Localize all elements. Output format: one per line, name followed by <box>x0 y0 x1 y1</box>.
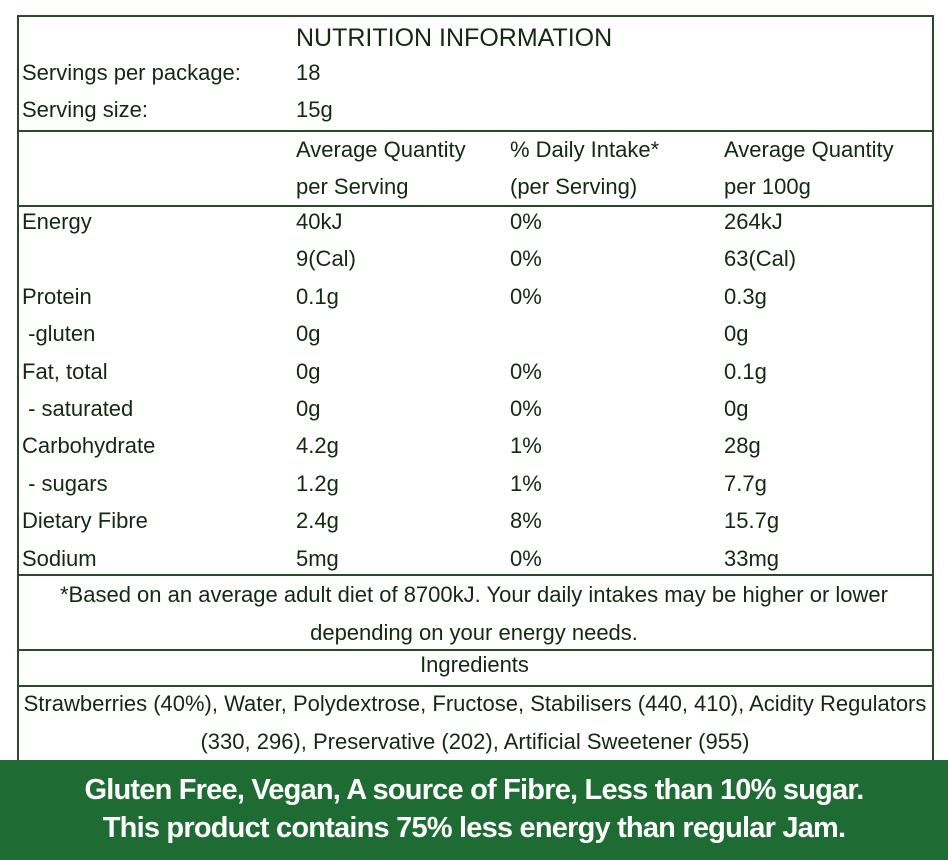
label: Servings per package: <box>22 60 241 85</box>
divider <box>17 685 932 687</box>
nutrient-value: 1% <box>510 433 542 459</box>
nutrient-value: 40kJ <box>296 209 343 234</box>
nutrient-value: 2.4g <box>296 508 339 534</box>
nutrient-label: Carbohydrate <box>22 433 156 459</box>
nutrient-value: 4.2g <box>296 433 339 459</box>
ingredients-heading: Ingredients <box>420 652 529 677</box>
title: NUTRITION INFORMATION <box>296 24 613 52</box>
nutrient-value: 28g <box>724 433 761 459</box>
column-header: per 100g <box>724 174 811 199</box>
divider <box>17 574 932 576</box>
nutrient-value: 33mg <box>724 545 780 571</box>
nutrient-value: 0% <box>510 209 542 234</box>
table-border <box>17 15 934 762</box>
ingredients-text: Strawberries (40%), Water, Polydextrose,… <box>23 691 927 754</box>
footnote: *Based on an average adult diet of 8700k… <box>60 582 888 645</box>
nutrient-value: 0g <box>296 321 321 347</box>
banner-line: Gluten Free, Vegan, A source of Fibre, L… <box>84 774 864 806</box>
nutrient-value: 0g <box>296 396 321 421</box>
nutrient-value: 9(Cal) <box>296 246 356 272</box>
column-header: per Serving <box>296 174 409 199</box>
nutrient-value: 264kJ <box>724 209 783 234</box>
nutrient-value: 0.1g <box>296 283 339 309</box>
nutrient-value: 1% <box>510 470 542 496</box>
nutrient-value: 8% <box>510 508 542 534</box>
banner: Gluten Free, Vegan, A source of Fibre, L… <box>0 760 948 860</box>
nutrient-value: 15.7g <box>724 508 780 534</box>
label: Serving size: <box>22 97 148 122</box>
nutrient-label: - sugars <box>22 470 108 496</box>
nutrient-value: 1.2g <box>296 470 339 496</box>
nutrient-value: 0g <box>296 358 321 384</box>
nutrient-label: - saturated <box>22 396 134 421</box>
column-header: Average Quantity <box>296 137 466 162</box>
nutrient-value: 0.1g <box>724 358 767 384</box>
nutrient-value: 0% <box>510 358 542 384</box>
nutrient-label: Energy <box>22 209 92 234</box>
nutrient-value: 0% <box>510 545 542 571</box>
nutrient-label: Sodium <box>22 545 97 571</box>
column-header: % Daily Intake* <box>510 137 660 162</box>
nutrient-label: -gluten <box>22 321 96 347</box>
divider <box>17 649 932 651</box>
nutrient-value: 0% <box>510 283 542 309</box>
column-header: Average Quantity <box>724 137 894 162</box>
banner-line: This product contains 75% less energy th… <box>102 812 846 844</box>
nutrient-value: 0% <box>510 246 542 272</box>
value: 18 <box>296 60 321 85</box>
nutrient-label: Dietary Fibre <box>22 508 148 534</box>
nutrient-value: 0% <box>510 396 542 421</box>
nutrient-label: Protein <box>22 283 92 309</box>
nutrient-value: 7.7g <box>724 470 767 496</box>
nutrient-value: 0g <box>724 396 749 421</box>
column-header: (per Serving) <box>510 174 638 199</box>
divider <box>17 205 932 207</box>
divider <box>17 130 932 132</box>
nutrient-value: 5mg <box>296 545 339 571</box>
nutrient-value: 0.3g <box>724 283 767 309</box>
nutrient-label: Fat, total <box>22 358 108 384</box>
nutrient-value: 0g <box>724 321 749 347</box>
value: 15g <box>296 97 333 122</box>
nutrient-value: 63(Cal) <box>724 246 797 272</box>
